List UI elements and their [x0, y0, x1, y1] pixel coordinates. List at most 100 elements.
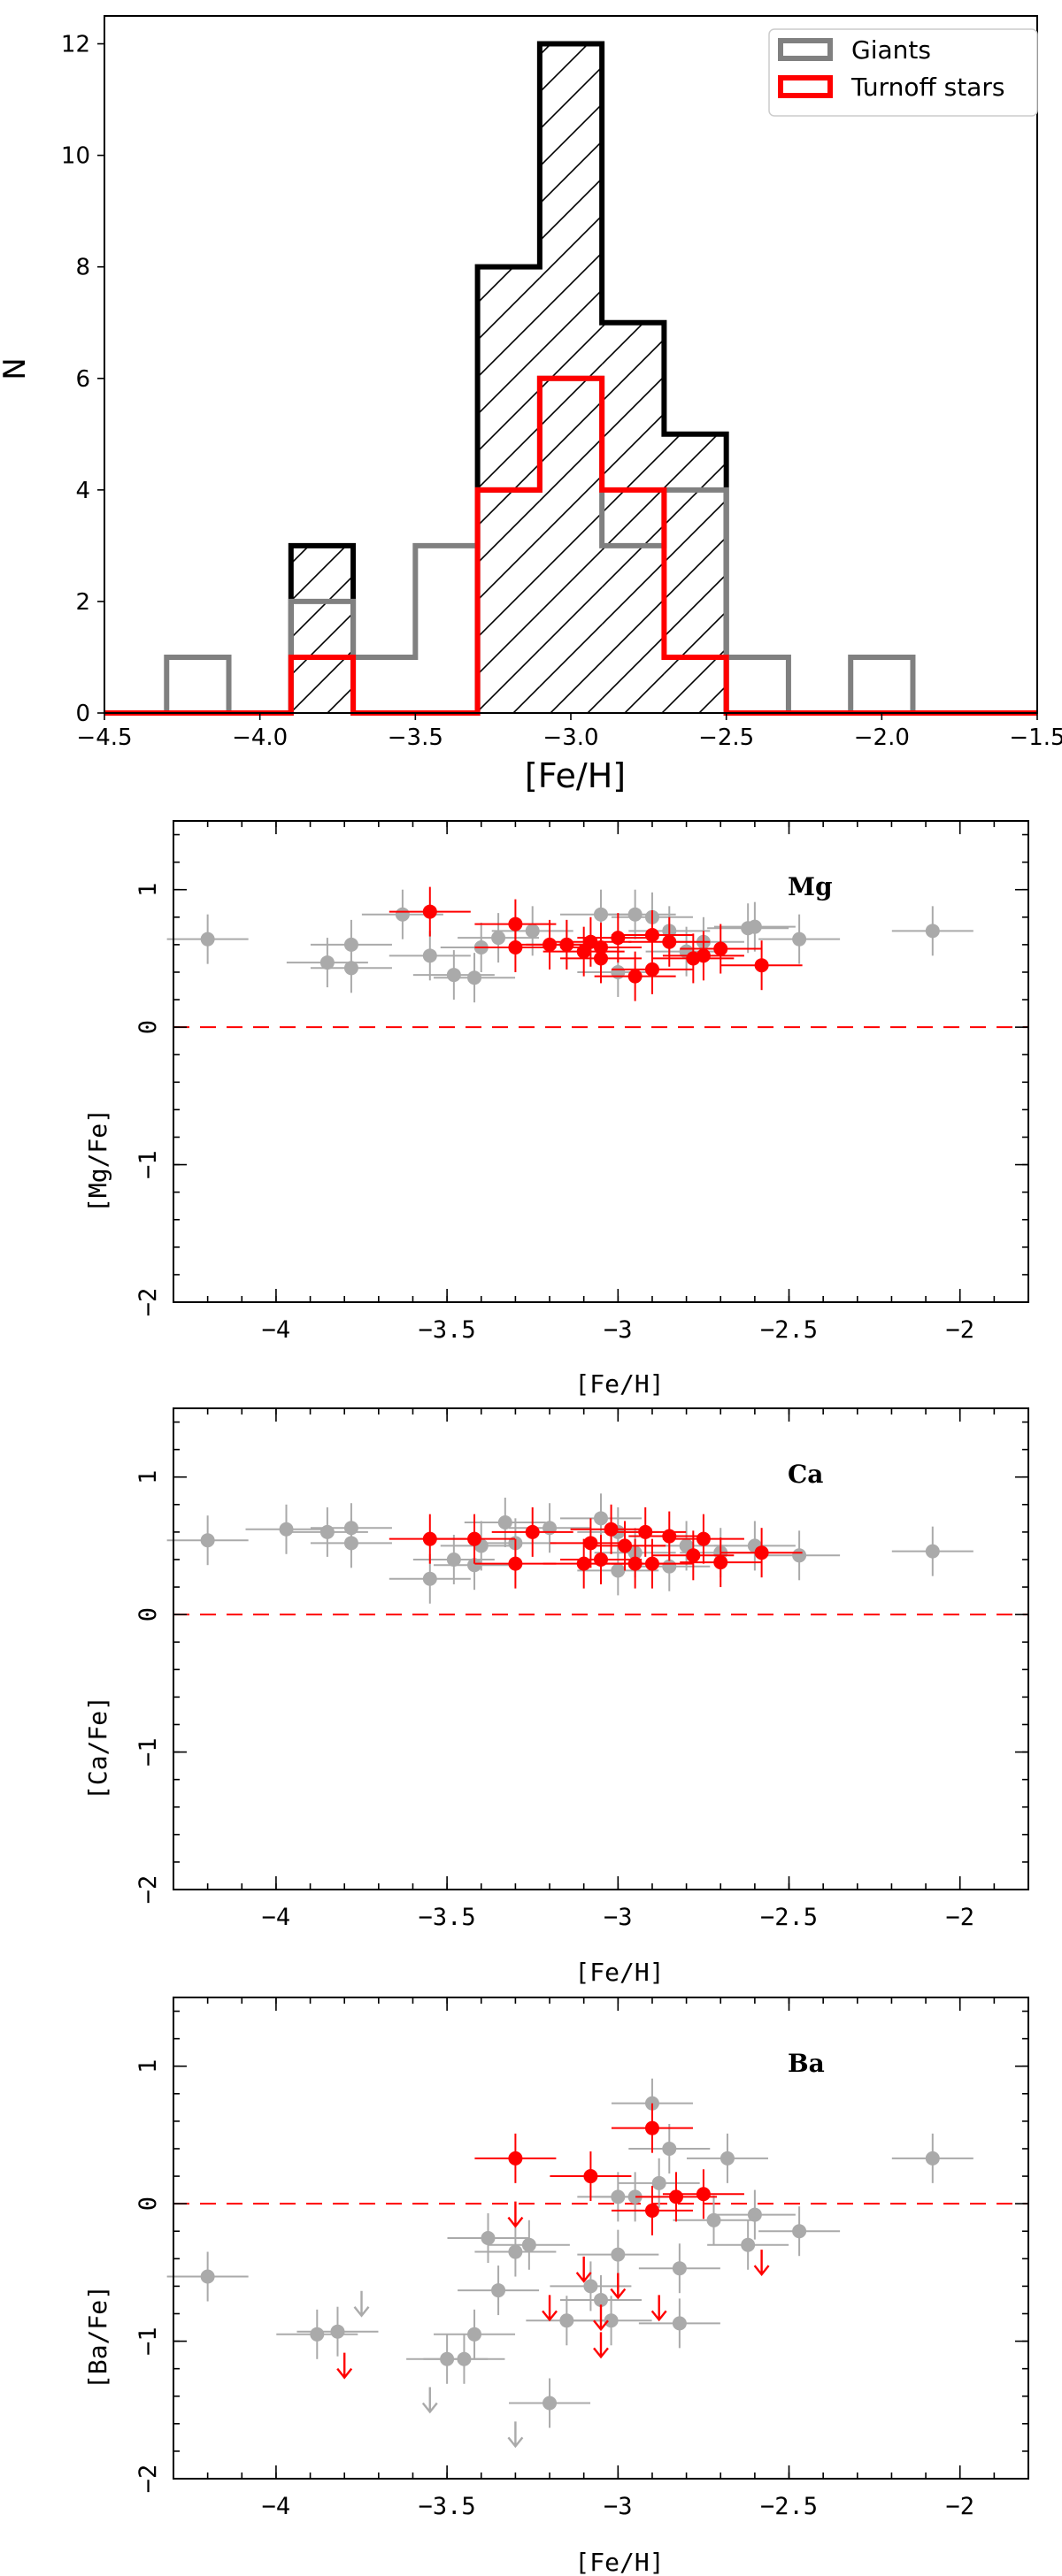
ba-turnoff-point: [696, 2187, 711, 2202]
ba-turnoff-point: [583, 2169, 598, 2184]
hist-y-tick-label: 12: [61, 32, 90, 58]
mg-plot-area: −4 −3.5 −3 −2.5 −2 −2 −1 0 1: [135, 820, 1029, 1344]
ba-giant-point: [521, 2237, 536, 2252]
ba-turnoff-point: [644, 2203, 659, 2218]
ca-y-tick-label: 1: [135, 1470, 162, 1484]
legend-label-giants: Giants: [851, 35, 931, 65]
ca-x-tick-label: −2: [945, 1904, 974, 1931]
ba-turnoff-point: [508, 2150, 523, 2166]
ca-x-tick-label: −2.5: [760, 1904, 818, 1931]
ba-turnoff-point: [669, 2189, 684, 2204]
mg-giant-point: [467, 970, 482, 985]
mg-giant-point: [319, 955, 335, 970]
legend-swatch-giants: [778, 38, 833, 61]
mg-turnoff-point: [713, 941, 728, 956]
ba-turnoff-upper-limit: [507, 2201, 524, 2228]
ca-giant-point: [446, 1552, 461, 1567]
histogram-x-label: [Fe/H]: [525, 756, 626, 795]
ba-frame: [173, 1997, 1029, 2480]
ba-giant-point: [481, 2231, 496, 2245]
mg-giant-point: [491, 931, 506, 946]
mg-giant-point: [925, 924, 940, 939]
ca-scatter-chart: −4 −3.5 −3 −2.5 −2 −2 −1 0 1 Ca [Ca/Fe] [Fe/H]: [83, 1407, 1029, 1985]
ca-turnoff-point: [618, 1538, 633, 1553]
ba-giant-point: [662, 2141, 677, 2156]
ba-x-tick-label: −3: [604, 2493, 633, 2520]
ba-giant-point: [594, 2292, 608, 2307]
ca-giant-point: [662, 1559, 677, 1574]
ca-x-tick-label: −3: [604, 1904, 633, 1931]
mg-x-tick-label: −2.5: [760, 1316, 818, 1344]
ba-x-tick-label: −4: [262, 2493, 291, 2520]
ba-y-tick-label: 0: [135, 2196, 162, 2211]
hist-y-tick-label: 8: [75, 255, 90, 281]
mg-x-tick-label: −3.5: [419, 1316, 476, 1344]
histogram-legend: Giants Turnoff stars: [768, 28, 1038, 117]
ca-giant-point: [792, 1548, 807, 1563]
ca-turnoff-point: [696, 1531, 711, 1546]
legend-box: [768, 28, 1038, 117]
mg-turnoff-point: [559, 937, 574, 952]
mg-giant-point: [525, 924, 540, 939]
ca-turnoff-point: [583, 1536, 598, 1551]
ba-turnoff-upper-limit: [542, 2295, 558, 2322]
mg-element-label: Mg: [788, 872, 833, 901]
ba-turnoff-upper-limit: [593, 2304, 609, 2332]
mg-giant-point: [343, 961, 358, 976]
ca-giant-point: [925, 1544, 940, 1559]
mg-x-label: [Fe/H]: [574, 1369, 664, 1398]
ba-y-tick-label: −1: [135, 2327, 162, 2356]
hist-hatch-bar: [664, 433, 727, 713]
ba-turnoff-upper-limit: [575, 2256, 592, 2283]
mg-scatter-chart: −4 −3.5 −3 −2.5 −2 −2 −1 0 1 Mg [Mg/Fe] [Fe/H]: [83, 820, 1029, 1398]
hist-y-tick-label: 0: [75, 701, 90, 727]
ba-giant-point: [611, 2247, 626, 2262]
hist-x-tick-label: −2.5: [698, 724, 754, 751]
mg-y-tick-label: −2: [135, 1288, 162, 1317]
hist-y-tick-label: 2: [75, 589, 90, 616]
mg-turnoff-point: [508, 939, 523, 954]
ca-giant-point: [279, 1522, 294, 1537]
hist-x-tick-label: −1.5: [1009, 724, 1062, 751]
hist-hatch-bar: [602, 322, 665, 713]
mg-y-label: [Mg/Fe]: [83, 1108, 112, 1213]
ba-turnoff-upper-limit: [593, 2332, 609, 2359]
ca-turnoff-point: [644, 1556, 659, 1571]
mg-giant-point: [446, 968, 461, 983]
ba-x-label: [Fe/H]: [574, 2548, 664, 2574]
hist-y-tick-label: 6: [75, 366, 90, 393]
ba-giant-point: [583, 2279, 598, 2294]
mg-x-tick-label: −2: [945, 1316, 974, 1344]
mg-giant-point: [747, 919, 762, 934]
ba-giant-upper-limit: [507, 2421, 524, 2449]
ba-turnoff-upper-limit: [650, 2295, 667, 2322]
hist-x-tick-label: −4.5: [76, 724, 132, 751]
ba-giant-point: [720, 2150, 735, 2166]
mg-turnoff-point: [422, 904, 437, 919]
ca-turnoff-point: [754, 1545, 769, 1560]
ca-element-label: Ca: [788, 1460, 823, 1489]
ba-giant-point: [747, 2207, 762, 2222]
mg-x-tick-label: −3: [604, 1316, 633, 1344]
ca-turnoff-point: [525, 1524, 540, 1539]
ba-giant-point: [706, 2212, 721, 2227]
mg-giant-point: [627, 907, 643, 922]
hist-x-tick-label: −3.5: [388, 724, 443, 751]
ba-giant-point: [672, 2316, 687, 2331]
ba-giant-point: [467, 2327, 482, 2342]
ba-x-tick-label: −3.5: [419, 2493, 476, 2520]
hist-hatch-bar: [290, 545, 354, 713]
hist-x-tick-label: −2.0: [854, 724, 910, 751]
ca-giant-point: [200, 1533, 215, 1548]
mg-y-tick-label: 0: [135, 1020, 162, 1034]
ca-turnoff-point: [604, 1522, 619, 1537]
ba-giant-upper-limit: [353, 2290, 370, 2318]
ba-element-label: Ba: [788, 2049, 825, 2078]
ba-y-tick-label: 1: [135, 2059, 162, 2074]
mg-y-tick-label: 1: [135, 883, 162, 897]
ca-turnoff-point: [508, 1556, 523, 1571]
ca-y-tick-label: 0: [135, 1607, 162, 1622]
histogram-plot-area: −4.5 −4.0 −3.5 −3.0 −2.5 −2.0 −1.5 0 2 4 6 8 10 12: [61, 15, 1062, 751]
ca-x-label: [Fe/H]: [574, 1958, 664, 1985]
